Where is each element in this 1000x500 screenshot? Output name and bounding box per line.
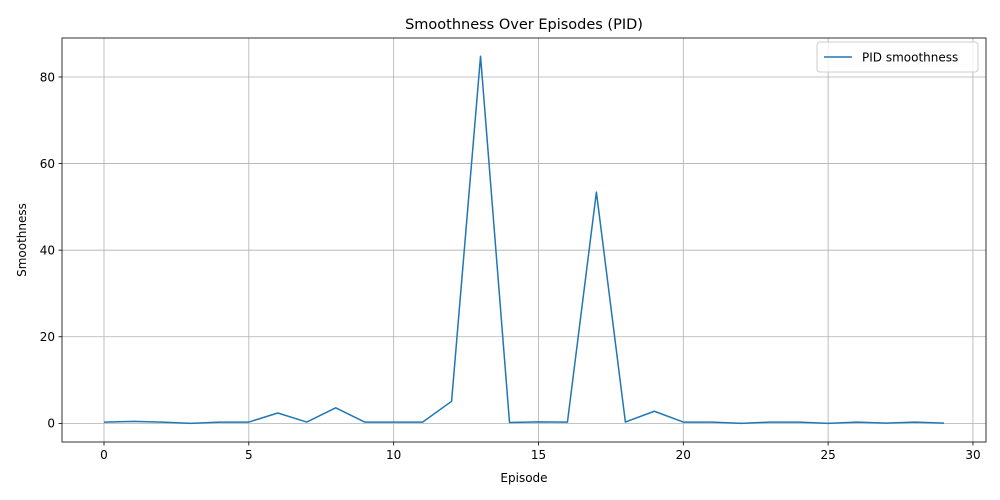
x-axis-label: Episode — [500, 471, 547, 485]
x-tick-label: 30 — [965, 448, 980, 462]
y-tick-label: 0 — [47, 417, 55, 431]
x-tick-label: 20 — [676, 448, 691, 462]
y-tick-label: 80 — [40, 70, 55, 84]
legend-box — [816, 41, 979, 73]
chart-title: Smoothness Over Episodes (PID) — [405, 17, 643, 33]
plot-area-frame — [61, 37, 987, 443]
plot-series — [103, 55, 945, 425]
y-tick-label: 60 — [40, 157, 55, 171]
x-tick-label: 0 — [100, 448, 108, 462]
x-tick-label: 25 — [820, 448, 835, 462]
axis-ticks: 0 5 10 15 20 25 30 0 20 40 60 80 — [40, 70, 981, 462]
y-tick-label: 20 — [40, 330, 55, 344]
x-tick-label: 10 — [386, 448, 401, 462]
x-tick-label: 5 — [245, 448, 253, 462]
y-axis-label: Smoothness — [15, 203, 29, 277]
y-tick-label: 40 — [40, 243, 55, 257]
x-tick-label: 15 — [531, 448, 546, 462]
series-line — [103, 55, 945, 425]
legend: PID smoothness — [816, 41, 979, 73]
grid — [62, 38, 986, 442]
legend-entry: PID smoothness — [862, 50, 958, 64]
